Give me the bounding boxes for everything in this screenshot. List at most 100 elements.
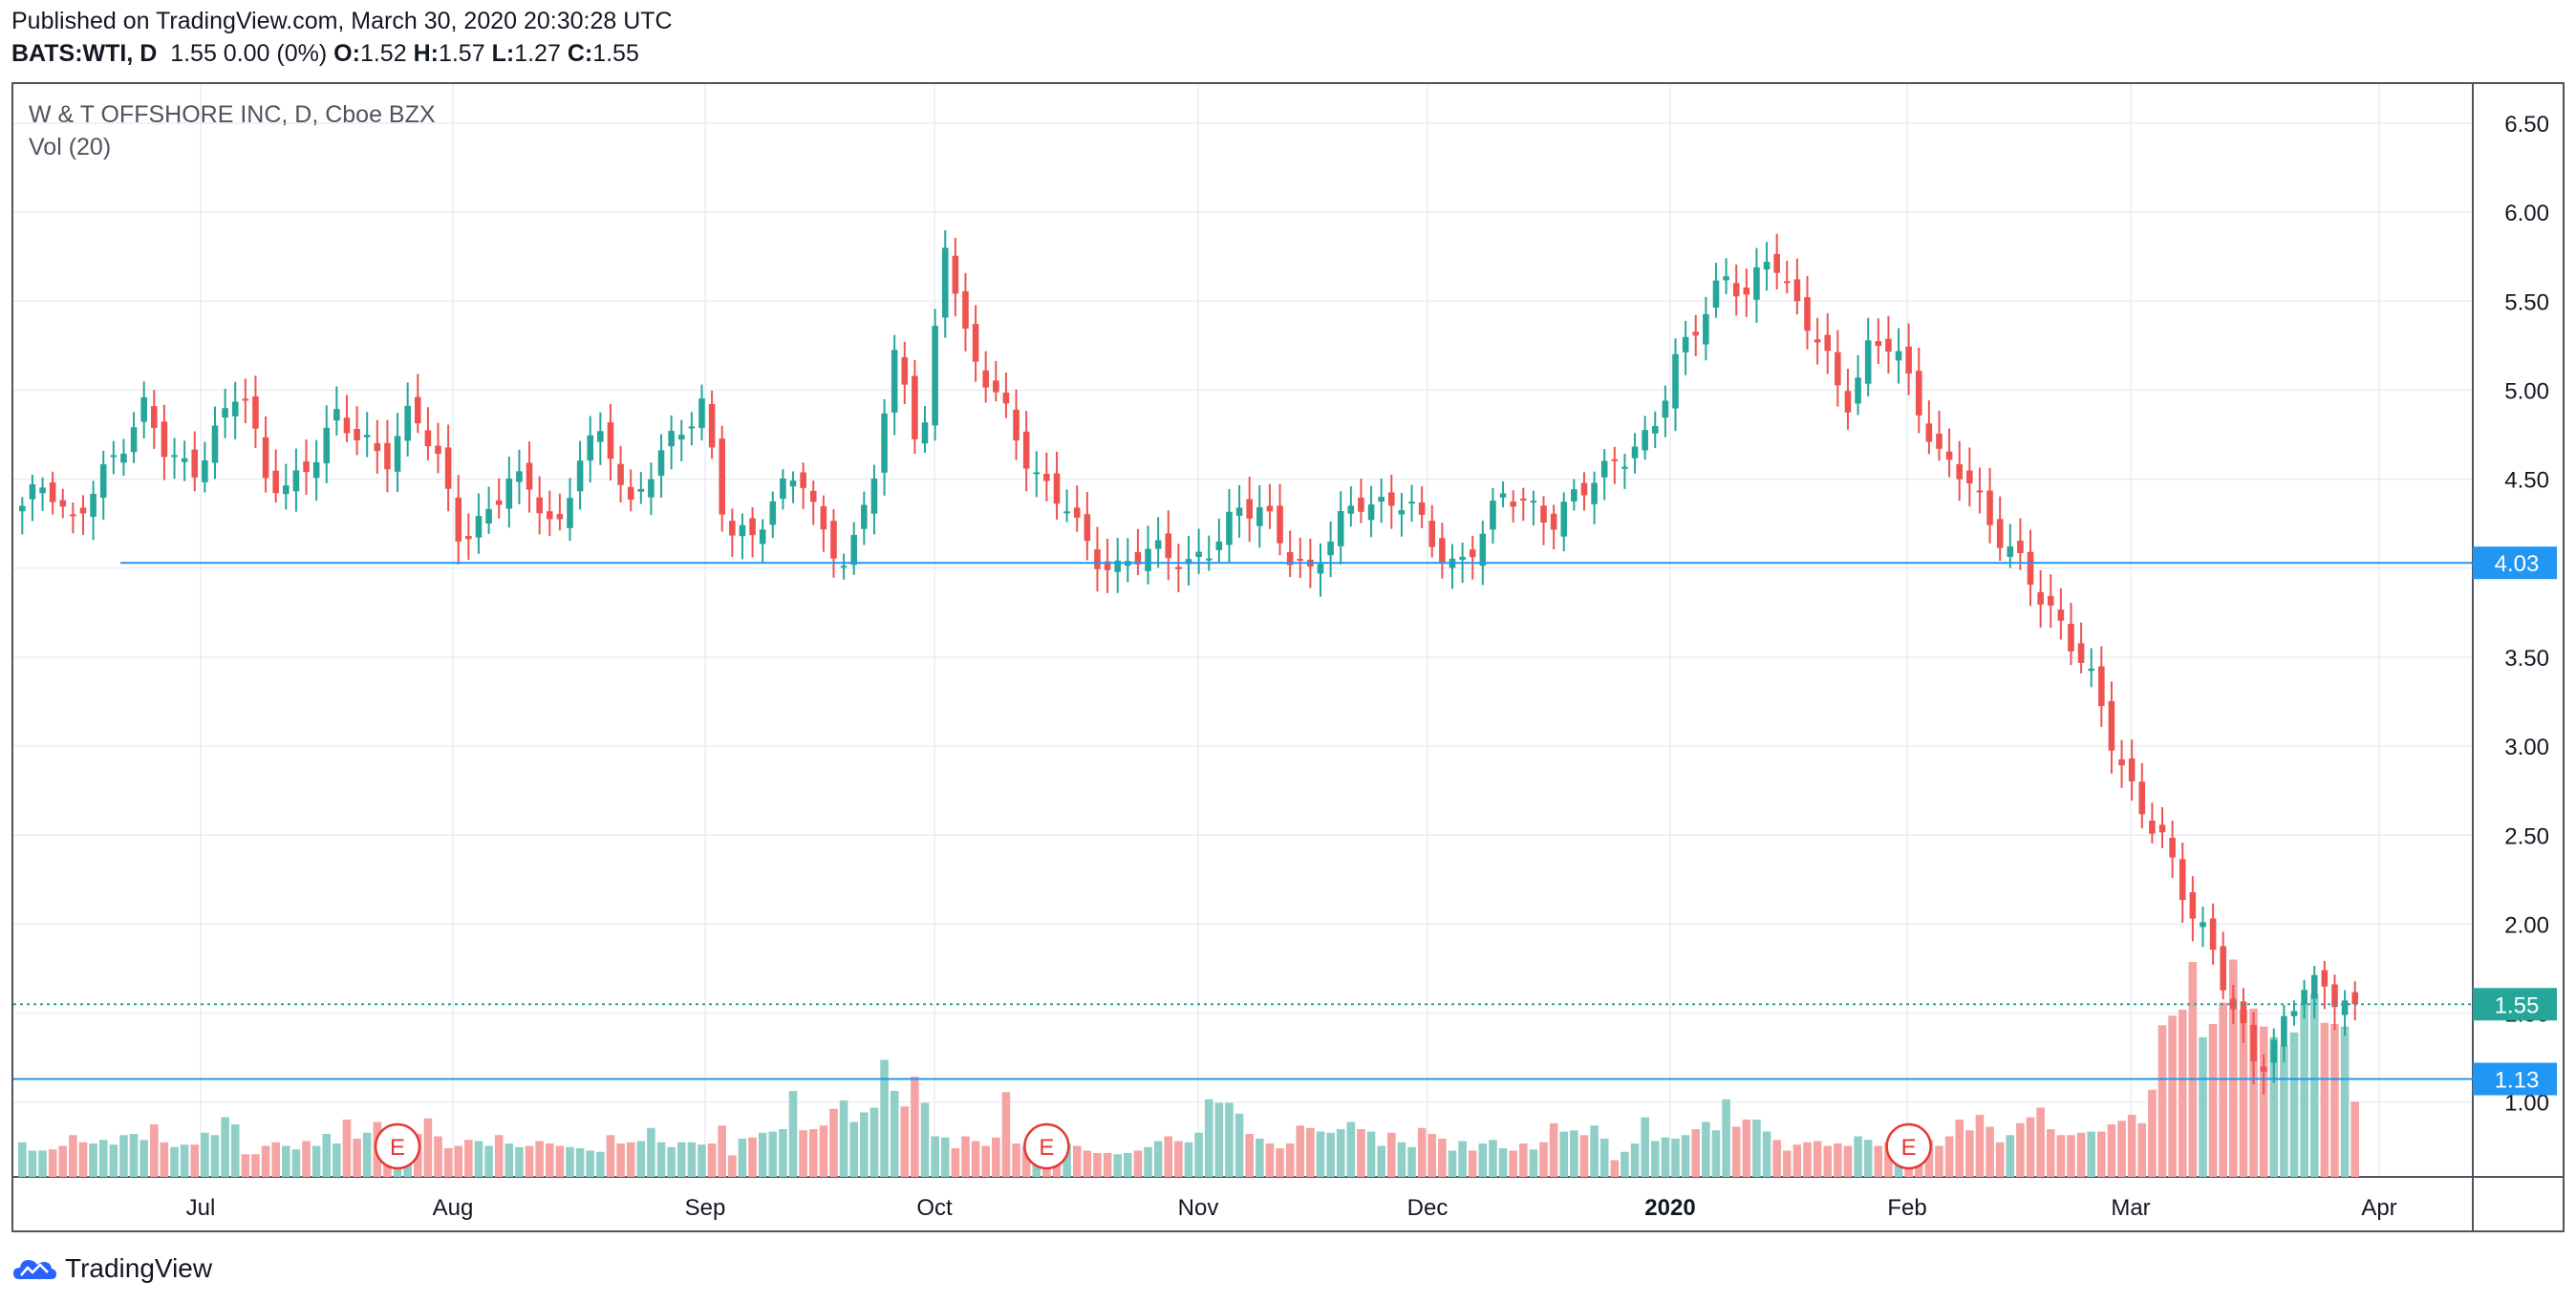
candle-body [1662,400,1669,418]
candle-body [1175,566,1182,569]
volume-bar [1438,1139,1447,1177]
y-tick-label: 5.00 [2504,378,2549,404]
high-value: 1.57 [438,40,485,67]
candle-body [1327,541,1334,556]
candle-body [39,487,46,494]
volume-bar [829,1108,838,1177]
tradingview-logo[interactable]: TradingView [11,1251,212,1286]
volume-bar [707,1143,717,1177]
candle-body [475,516,483,538]
candle-body [993,380,999,393]
volume-bar [180,1144,189,1177]
volume-bar [1225,1102,1234,1177]
volume-bar [1377,1145,1385,1177]
candle-body [1063,511,1070,514]
candle-body [1580,482,1588,496]
candle-body [282,485,290,495]
candle-body [29,483,36,500]
volume-bar [2107,1124,2116,1177]
volume-bar [1113,1154,1122,1177]
volume-bar [647,1127,655,1177]
volume-bar [362,1132,372,1177]
published-caption: Published on TradingView.com, March 30, … [11,8,673,34]
candle-body [1600,460,1608,478]
candle-body [739,524,746,537]
candle-body [972,324,979,362]
candle-body [587,435,594,461]
candle-body [2301,990,2308,1005]
candle-body [1571,489,1578,502]
candle-body [1266,505,1274,512]
volume-bar [261,1145,270,1177]
x-tick-label: Nov [1178,1195,1219,1221]
volume-bar [160,1142,169,1177]
candle-body [1084,514,1091,542]
candle-body [1996,519,2004,548]
volume-bar [1702,1121,1710,1177]
volume-bar [1782,1150,1792,1177]
candle-body [2118,758,2125,766]
candle-body [1976,490,1984,493]
volume-bar [1245,1134,1254,1177]
candle-body [1033,472,1041,475]
candle-body [921,422,929,444]
candle-body [1885,338,1892,352]
volume-bar [281,1145,290,1177]
volume-bar [2087,1131,2096,1177]
candle-body [1814,339,1821,343]
volume-bar [911,1077,919,1177]
high-label: H: [413,40,439,67]
candle-body [1418,502,1426,515]
volume-bar [992,1137,1000,1177]
volume-bar [1285,1143,1295,1177]
candle-body [312,461,320,479]
candle-body [2088,668,2095,672]
candle-body [2341,1000,2349,1015]
candle-body [19,505,26,512]
candle-body [1844,391,1852,413]
candle-body [384,442,391,470]
candle-body [1134,551,1142,565]
candle-body [2331,984,2338,1008]
volume-bar [190,1144,200,1177]
symbol-name: BATS:WTI, D [11,40,158,67]
candle-body [1793,279,1801,302]
volume-bar [971,1141,980,1177]
earnings-marker-label: E [1901,1135,1917,1161]
candle-body [363,435,371,438]
volume-bar [2157,1025,2167,1177]
volume-bar [2219,1002,2227,1177]
volume-bar [2026,1117,2035,1177]
volume-bar [931,1136,939,1177]
volume-bar [738,1139,747,1177]
volume-bar [555,1145,565,1177]
candle-body [1611,459,1619,461]
volume-bar [2208,1024,2218,1177]
volume-bar [78,1142,88,1177]
volume-bar [2056,1135,2066,1177]
volume-bar [504,1143,514,1177]
candle-body [2189,892,2197,919]
volume-bar [2320,1022,2329,1177]
candle-body [455,497,462,542]
x-tick-label: Apr [2361,1195,2396,1221]
candle-body [495,500,503,505]
volume-legend: Vol (20) [29,134,112,160]
candle-body [444,447,452,489]
candle-body [526,462,533,490]
volume-bar [2351,1101,2359,1177]
x-tick-label: Aug [433,1195,474,1221]
volume-bar [484,1145,493,1177]
volume-bar [1671,1139,1680,1177]
volume-bar [464,1140,473,1177]
chart-frame[interactable] [11,82,2565,1232]
candle-body [354,429,360,440]
volume-bar [1093,1153,1102,1177]
candle-body [729,521,736,536]
volume-bar [1559,1131,1569,1177]
candle-body [556,514,564,520]
x-tick-label: Mar [2111,1195,2150,1221]
volume-bar [1650,1141,1660,1177]
candle-body [2260,1066,2267,1072]
